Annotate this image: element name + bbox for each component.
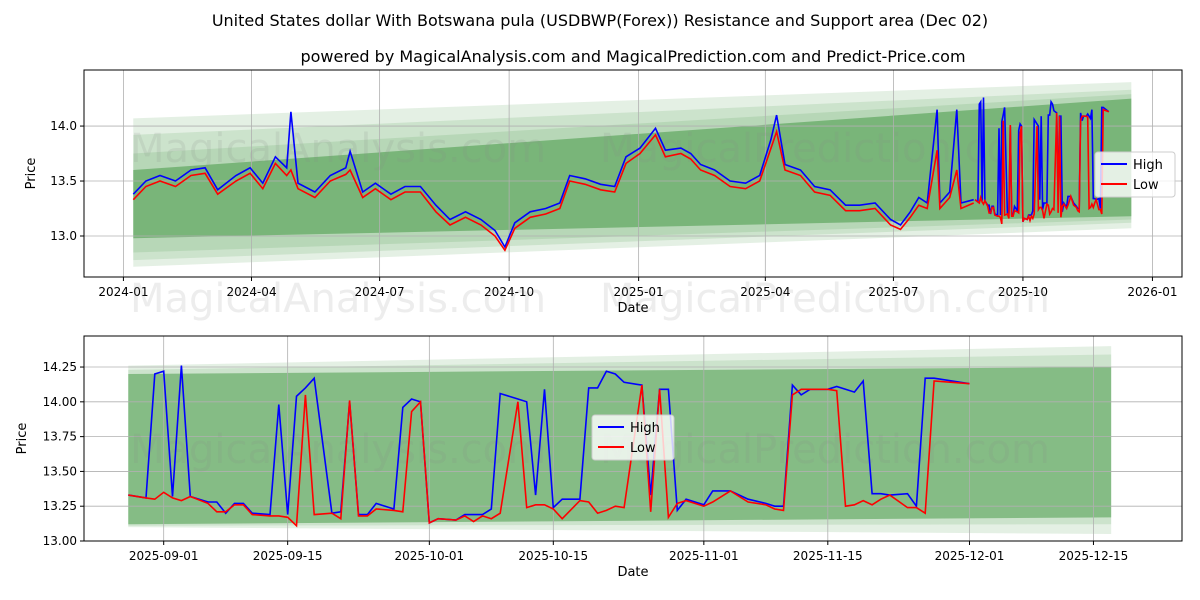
x-axis-label: Date — [617, 565, 648, 580]
y-tick-label: 13.50 — [43, 464, 77, 478]
chart-title: United States dollar With Botswana pula … — [212, 11, 988, 30]
low-price-line — [128, 380, 970, 528]
high-price-line — [132, 109, 974, 249]
y-axis-label: Price — [24, 158, 39, 190]
x-tick-label: 2025-12-01 — [935, 549, 1005, 563]
x-tick-label: 2025-09-01 — [129, 549, 199, 563]
x-tick-label: 2025-04 — [740, 285, 790, 299]
top-plot: 2024-01 2024-04 2024-07 2024-10 2025-01 2025-… — [24, 69, 1183, 322]
y-tick-label: 14.25 — [43, 360, 77, 374]
legend-high-label: High — [630, 421, 660, 436]
low-price-line-recent — [974, 108, 1110, 225]
resistance-support-band — [133, 94, 1132, 253]
x-tick-label: 2025-11-15 — [793, 549, 863, 563]
y-axis-label: Price — [15, 423, 30, 455]
resistance-support-band — [133, 82, 1132, 267]
x-tick-label: 2026-01 — [1127, 285, 1177, 299]
chart-subtitle: powered by MagicalAnalysis.com and Magic… — [300, 47, 965, 66]
legend-high-label: High — [1133, 158, 1163, 173]
x-tick-label: 2024-01 — [98, 285, 148, 299]
x-axis-label: Date — [617, 301, 648, 316]
legend-low-label: Low — [1133, 178, 1159, 193]
x-tick-label: 2025-10-15 — [518, 549, 588, 563]
x-tick-label: 2025-09-15 — [253, 549, 323, 563]
watermark-text: MagicalAnalysis.com — [130, 427, 546, 473]
y-tick-label: 13.00 — [43, 534, 77, 548]
watermark-text: MagicalPrediction.com — [600, 276, 1050, 322]
y-tick-label: 13.75 — [43, 430, 77, 444]
resistance-support-band — [133, 89, 1132, 261]
plot-frame — [83, 69, 1183, 278]
x-tick-label: 2024-04 — [226, 285, 276, 299]
resistance-support-band — [133, 98, 1132, 239]
watermark-text: MagicalPrediction.com — [600, 427, 1050, 473]
x-tick-label: 2025-01 — [614, 285, 664, 299]
x-tick-label: 2025-07 — [868, 285, 918, 299]
watermark-text: MagicalAnalysis.com — [130, 276, 546, 322]
bottom-plot: 2025-09-01 2025-09-15 2025-10-01 2025-10-15… — [15, 335, 1183, 580]
y-tick-label: 14.00 — [43, 395, 77, 409]
x-tick-label: 2025-10 — [998, 285, 1048, 299]
low-price-line — [132, 128, 975, 252]
x-tick-label: 2025-11-01 — [669, 549, 739, 563]
y-tick-label: 13.25 — [43, 499, 77, 513]
y-tick-label: 13.5 — [50, 174, 77, 188]
x-tick-label: 2025-10-01 — [394, 549, 464, 563]
x-tick-label: 2024-07 — [355, 285, 405, 299]
watermark-text: MagicalAnalysis.com — [130, 126, 546, 172]
y-tick-label: 14.0 — [50, 119, 77, 133]
x-tick-label: 2025-12-15 — [1059, 549, 1129, 563]
x-tick-label: 2024-10 — [484, 285, 534, 299]
plot-frame — [83, 335, 1183, 542]
y-tick-label: 13.0 — [50, 229, 77, 243]
legend-low-label: Low — [630, 441, 656, 456]
